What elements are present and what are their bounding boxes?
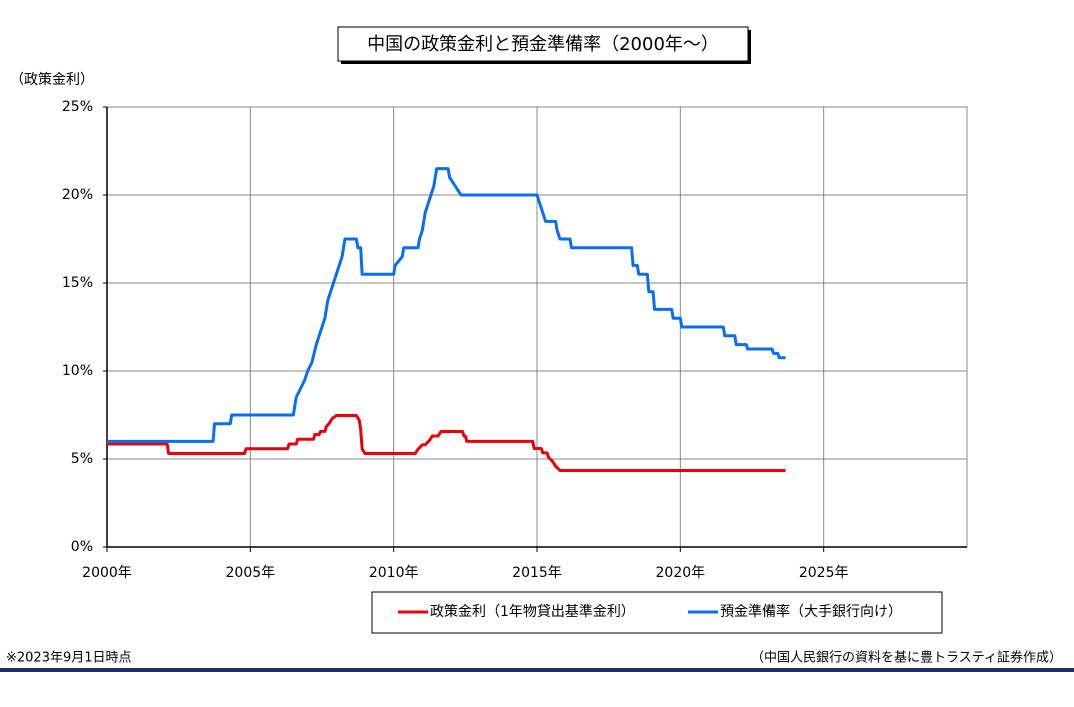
x-tick-label: 2010年 bbox=[369, 565, 419, 581]
y-tick-label: 15% bbox=[62, 275, 93, 291]
series-line bbox=[107, 414, 786, 472]
x-tick-label: 2005年 bbox=[226, 565, 276, 581]
x-tick-label: 2000年 bbox=[82, 565, 132, 581]
y-tick-label: 25% bbox=[62, 99, 93, 115]
chart-title: 中国の政策金利と預金準備率（2000年～） bbox=[367, 34, 719, 55]
x-tick-label: 2015年 bbox=[512, 565, 562, 581]
title-box bbox=[337, 26, 749, 62]
x-tick-label: 2025年 bbox=[799, 565, 849, 581]
source-note: （中国人民銀行の資料を基に豊トラスティ証券作成） bbox=[751, 650, 1062, 666]
footnote: ※2023年9月1日時点 bbox=[6, 651, 132, 666]
series-line bbox=[107, 167, 786, 443]
y-tick-label: 10% bbox=[62, 363, 93, 379]
y-tick-label: 5% bbox=[71, 451, 93, 467]
y-tick-label: 20% bbox=[62, 187, 93, 203]
footer-rule bbox=[0, 668, 1074, 672]
y-tick-label: 0% bbox=[71, 539, 93, 555]
y-axis-label: （政策金利） bbox=[10, 71, 94, 88]
legend-box bbox=[371, 591, 943, 634]
x-tick-label: 2020年 bbox=[656, 565, 706, 581]
legend-label: 預金準備率（大手銀行向け） bbox=[720, 603, 902, 620]
legend-label: 政策金利（1年物貸出基準金利） bbox=[430, 603, 635, 620]
